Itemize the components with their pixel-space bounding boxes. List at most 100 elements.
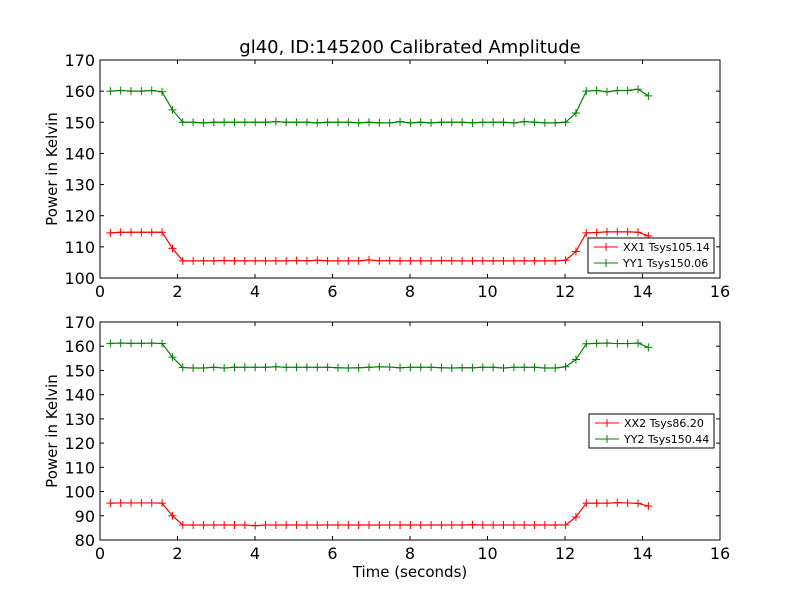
top-ylabel: Power in Kelvin — [43, 112, 61, 226]
data-point — [106, 87, 115, 96]
data-point — [230, 118, 239, 127]
data-point — [437, 118, 446, 127]
data-point — [333, 256, 342, 265]
data-point — [147, 86, 156, 95]
data-point — [313, 256, 322, 265]
data-point — [344, 520, 353, 529]
x-tick-label: 2 — [172, 544, 182, 563]
data-point — [240, 363, 249, 372]
data-point — [551, 520, 560, 529]
data-point — [613, 86, 622, 95]
data-point — [582, 87, 591, 96]
data-point — [634, 499, 643, 508]
data-point — [292, 256, 301, 265]
legend-label: YY1 Tsys150.06 — [622, 257, 708, 270]
data-point — [458, 256, 467, 265]
data-point — [561, 362, 570, 371]
data-point — [344, 118, 353, 127]
data-point — [220, 364, 229, 373]
data-point — [561, 520, 570, 529]
data-point — [189, 256, 198, 265]
data-point — [302, 118, 311, 127]
data-point — [147, 228, 156, 237]
data-point — [416, 520, 425, 529]
data-point — [292, 363, 301, 372]
data-point — [489, 363, 498, 372]
data-point — [478, 256, 487, 265]
data-point — [323, 118, 332, 127]
data-point — [178, 363, 187, 372]
data-point — [106, 339, 115, 348]
data-point — [375, 362, 384, 371]
data-point — [116, 228, 125, 237]
chart-title: gl40, ID:145200 Calibrated Amplitude — [239, 37, 580, 58]
data-point — [509, 118, 518, 127]
data-point — [251, 256, 260, 265]
data-point — [168, 105, 177, 114]
data-point — [302, 256, 311, 265]
data-point — [447, 520, 456, 529]
data-point — [478, 118, 487, 127]
data-point — [613, 227, 622, 236]
data-point — [468, 520, 477, 529]
legend-marker — [595, 435, 619, 443]
data-point — [385, 363, 394, 372]
data-point — [271, 362, 280, 371]
data-point — [623, 498, 632, 507]
data-point — [396, 256, 405, 265]
data-point — [561, 256, 570, 265]
legend-label: YY2 Tsys150.44 — [623, 433, 709, 446]
data-point — [530, 118, 539, 127]
data-point — [127, 87, 136, 96]
legend: XX1 Tsys105.14 YY1 Tsys150.06 — [587, 237, 715, 274]
legend-marker — [594, 243, 618, 251]
data-point — [530, 520, 539, 529]
legend-box — [587, 237, 715, 274]
data-point — [127, 228, 136, 237]
data-point — [520, 520, 529, 529]
axes-frame — [99, 59, 721, 279]
data-point — [375, 118, 384, 127]
x-tick-label: 12 — [555, 544, 575, 563]
data-point — [406, 520, 415, 529]
data-point — [592, 86, 601, 95]
data-point — [220, 520, 229, 529]
data-point — [116, 86, 125, 95]
data-point — [468, 256, 477, 265]
data-point — [209, 256, 218, 265]
data-point — [406, 256, 415, 265]
data-point — [302, 520, 311, 529]
data-point — [427, 118, 436, 127]
data-point — [292, 520, 301, 529]
data-point — [499, 520, 508, 529]
data-point — [168, 511, 177, 520]
data-point — [551, 118, 560, 127]
data-point — [199, 256, 208, 265]
data-point — [365, 520, 374, 529]
data-point — [396, 520, 405, 529]
data-point — [178, 118, 187, 127]
data-point — [644, 91, 653, 100]
data-point — [344, 364, 353, 373]
data-point — [271, 520, 280, 529]
x-tick-label: 16 — [710, 282, 730, 301]
y-tick-label: 130 — [64, 176, 95, 195]
data-point — [365, 363, 374, 372]
data-point — [406, 118, 415, 127]
y-tick-label: 110 — [64, 458, 95, 477]
data-point — [602, 339, 611, 348]
data-point — [634, 228, 643, 237]
data-point — [468, 363, 477, 372]
data-point — [613, 498, 622, 507]
data-point — [313, 520, 322, 529]
data-point — [540, 256, 549, 265]
data-point — [499, 256, 508, 265]
data-point — [396, 117, 405, 126]
data-point — [168, 244, 177, 253]
x-tick-label: 2 — [172, 282, 182, 301]
data-point — [313, 363, 322, 372]
data-point — [509, 256, 518, 265]
x-tick-label: 6 — [327, 544, 337, 563]
x-tick-label: 16 — [710, 544, 730, 563]
